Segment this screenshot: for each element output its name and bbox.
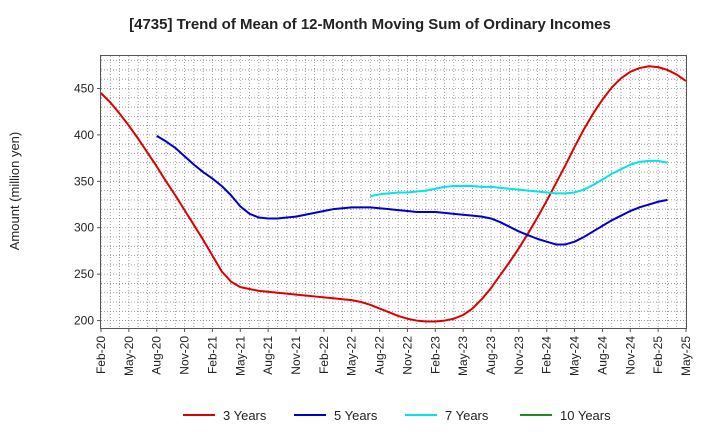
y-axis-label: Amount (million yen): [7, 132, 22, 251]
x-tick-label: Aug-24: [595, 336, 609, 375]
y-tick-label: 400: [74, 128, 94, 142]
series-line-7-years: [370, 159, 668, 198]
x-tick-label: Aug-20: [150, 336, 164, 375]
legend-label: 10 Years: [560, 408, 611, 423]
y-tick-label: 350: [74, 174, 94, 188]
x-tick-label: Feb-25: [651, 336, 665, 374]
x-tick-label: May-21: [233, 336, 247, 376]
x-tick-label: Nov-21: [289, 336, 303, 375]
x-tick-label: Feb-23: [428, 336, 442, 374]
x-axis-ticks: Feb-20 May-20 Aug-20 Nov-20 Feb-21 May-21 Aug-…: [94, 328, 693, 376]
plot-frame: [100, 55, 687, 329]
x-tick-label: Feb-21: [205, 336, 219, 374]
x-tick-label: Nov-20: [178, 336, 192, 375]
x-tick-label: May-24: [568, 336, 582, 376]
chart-title: [4735] Trend of Mean of 12-Month Moving …: [129, 16, 611, 33]
y-tick-label: 300: [74, 221, 94, 235]
series-lines: [100, 65, 687, 323]
x-tick-label: May-25: [679, 336, 693, 376]
series-line-3-years: [100, 65, 687, 323]
y-tick-label: 200: [74, 314, 94, 328]
legend-label: 3 Years: [223, 408, 267, 423]
x-tick-label: Aug-22: [373, 336, 387, 375]
x-tick-label: Aug-23: [484, 336, 498, 375]
legend: 3 Years 5 Years 7 Years 10 Years: [183, 408, 611, 423]
y-tick-label: 250: [74, 267, 94, 281]
x-tick-label: Aug-21: [261, 336, 275, 375]
legend-label: 7 Years: [445, 408, 489, 423]
x-tick-label: Feb-22: [317, 336, 331, 374]
x-tick-label: May-20: [122, 336, 136, 376]
grid: [100, 56, 687, 328]
x-tick-label: May-23: [456, 336, 470, 376]
x-tick-label: Nov-22: [400, 336, 414, 375]
y-axis-ticks: 200 250 300 350 400 450: [74, 81, 101, 328]
x-tick-label: Feb-20: [94, 336, 108, 374]
x-tick-label: Feb-24: [540, 336, 554, 374]
series-line-5-years: [156, 134, 668, 246]
x-tick-label: Nov-23: [512, 336, 526, 375]
y-tick-label: 450: [74, 81, 94, 95]
x-tick-label: Nov-24: [623, 336, 637, 375]
x-tick-label: May-22: [345, 336, 359, 376]
legend-label: 5 Years: [334, 408, 378, 423]
